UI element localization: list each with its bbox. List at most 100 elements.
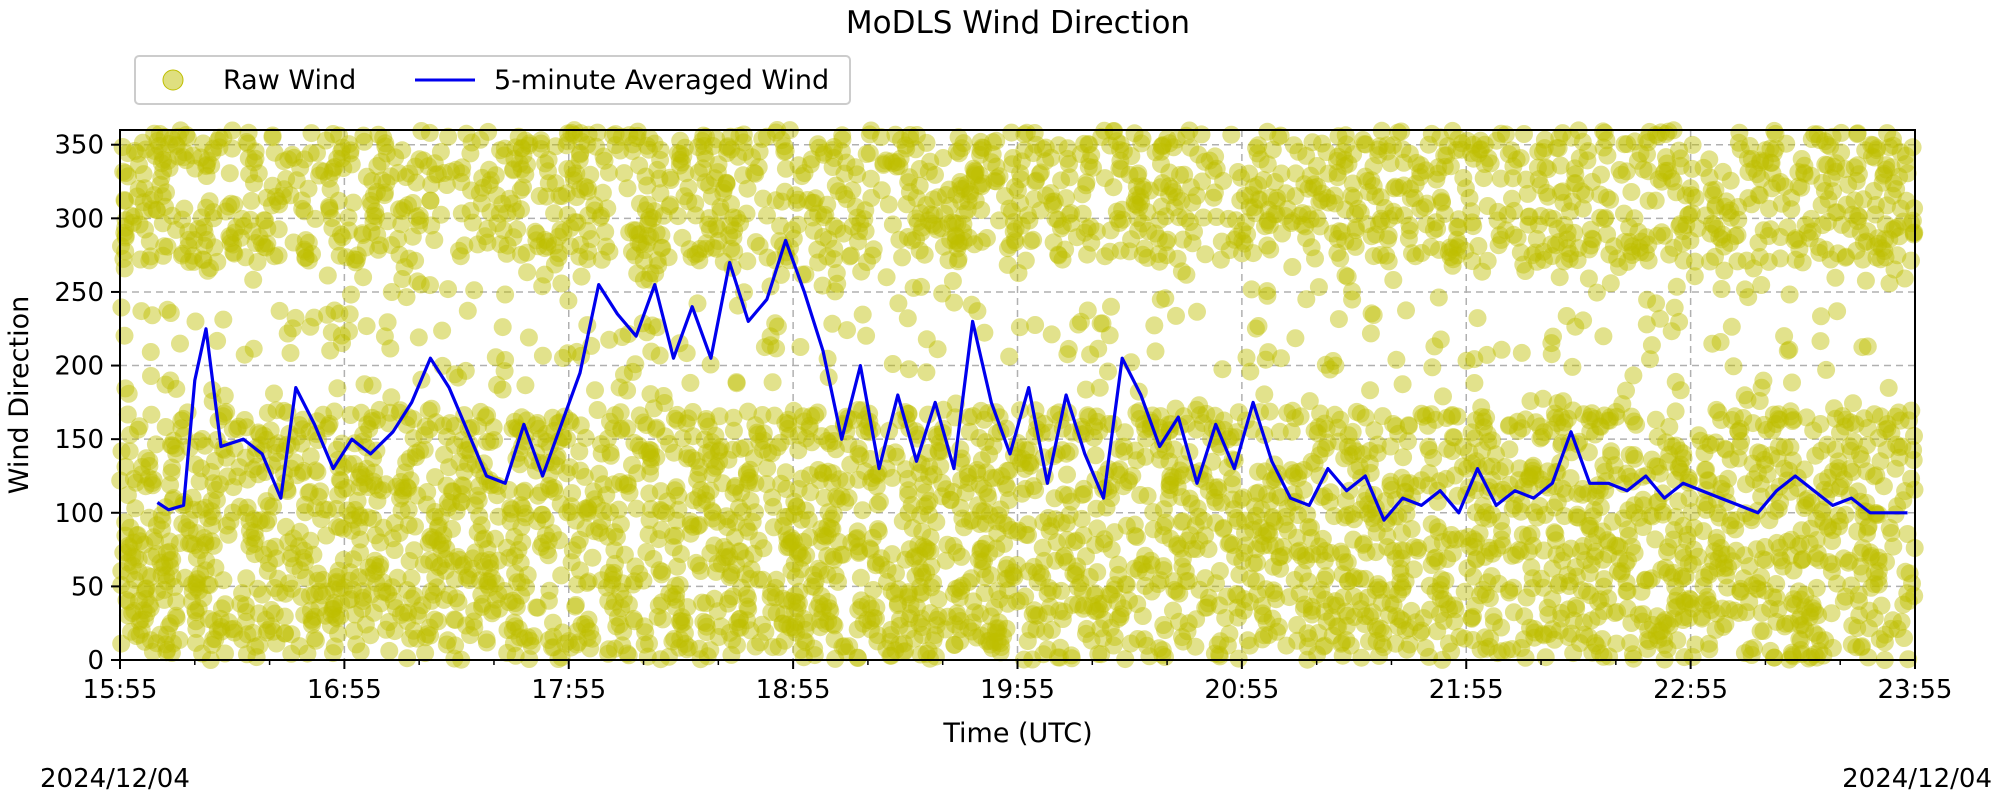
raw-wind-point — [756, 622, 775, 641]
raw-wind-point — [434, 526, 453, 544]
raw-wind-point — [1493, 522, 1512, 541]
raw-wind-point — [1850, 207, 1869, 226]
raw-wind-point — [305, 585, 324, 604]
raw-wind-point — [758, 459, 777, 477]
raw-wind-point — [670, 575, 689, 594]
raw-wind-point — [1676, 593, 1695, 612]
raw-wind-point — [224, 619, 243, 638]
raw-wind-point — [1795, 460, 1814, 479]
raw-wind-point — [362, 222, 381, 241]
raw-wind-point — [1244, 177, 1263, 196]
raw-wind-point — [1581, 586, 1600, 605]
raw-wind-point — [1187, 186, 1206, 205]
raw-wind-point — [665, 409, 684, 428]
raw-wind-point — [410, 216, 428, 235]
raw-wind-point — [121, 518, 140, 537]
raw-wind-point — [797, 429, 815, 448]
raw-wind-point — [578, 250, 597, 269]
raw-wind-point — [443, 482, 462, 501]
raw-wind-point — [882, 582, 901, 601]
raw-wind-point — [270, 195, 289, 214]
raw-wind-point — [1161, 529, 1180, 548]
raw-wind-point — [903, 519, 922, 537]
raw-wind-point — [204, 474, 223, 493]
raw-wind-point — [1697, 460, 1716, 479]
raw-wind-point — [717, 541, 736, 560]
raw-wind-point — [173, 514, 192, 533]
raw-wind-point — [445, 570, 464, 589]
raw-wind-point — [1715, 261, 1734, 280]
raw-wind-point — [518, 566, 537, 584]
raw-wind-point — [200, 192, 219, 211]
raw-wind-point — [981, 635, 1000, 654]
raw-wind-point — [1783, 412, 1802, 430]
raw-wind-point — [186, 633, 205, 652]
raw-wind-point — [1841, 219, 1860, 238]
raw-wind-point — [890, 616, 909, 635]
raw-wind-point — [1807, 648, 1826, 667]
raw-wind-point — [701, 481, 720, 500]
raw-wind-point — [1503, 640, 1522, 659]
raw-wind-point — [136, 220, 154, 239]
raw-wind-point — [1594, 456, 1613, 475]
raw-wind-point — [868, 632, 887, 651]
raw-wind-point — [558, 430, 577, 449]
raw-wind-point — [1425, 337, 1444, 356]
raw-wind-point — [126, 499, 145, 518]
raw-wind-point — [1764, 588, 1783, 607]
raw-wind-point — [1420, 464, 1439, 483]
raw-wind-point — [452, 204, 471, 223]
raw-wind-point — [1531, 470, 1550, 489]
raw-wind-point — [929, 188, 948, 207]
raw-wind-point — [506, 617, 525, 636]
raw-wind-point — [1498, 205, 1517, 224]
raw-wind-point — [510, 455, 529, 474]
raw-wind-point — [626, 557, 645, 576]
raw-wind-point — [1121, 634, 1140, 653]
raw-wind-point — [329, 624, 348, 643]
raw-wind-point — [135, 179, 154, 198]
raw-wind-point — [1335, 508, 1354, 527]
raw-wind-point — [1804, 421, 1823, 440]
raw-wind-point — [867, 477, 886, 496]
raw-wind-point — [1157, 246, 1176, 265]
raw-wind-point — [964, 407, 982, 426]
raw-wind-point — [812, 587, 831, 606]
raw-wind-point — [1394, 176, 1413, 195]
raw-wind-point — [638, 443, 657, 461]
raw-wind-point — [167, 137, 186, 155]
raw-wind-point — [1378, 538, 1397, 557]
raw-wind-point — [681, 524, 700, 543]
raw-wind-point — [666, 576, 685, 595]
raw-wind-point — [1491, 169, 1510, 188]
raw-wind-point — [947, 579, 965, 598]
raw-wind-point — [1715, 559, 1734, 578]
raw-wind-point — [815, 143, 834, 162]
raw-wind-point — [269, 220, 288, 239]
raw-wind-point — [1818, 435, 1837, 454]
raw-wind-point — [1840, 459, 1859, 478]
raw-wind-point — [261, 421, 280, 440]
raw-wind-point — [1397, 301, 1415, 320]
raw-wind-point — [1457, 351, 1476, 370]
raw-wind-point — [1642, 569, 1661, 588]
raw-wind-point — [1247, 484, 1265, 503]
raw-wind-point — [583, 548, 602, 567]
raw-wind-point — [882, 620, 901, 639]
raw-wind-point — [246, 234, 265, 252]
raw-wind-point — [1107, 202, 1126, 221]
raw-wind-point — [1904, 451, 1923, 469]
raw-wind-point — [1386, 490, 1405, 509]
raw-wind-point — [342, 521, 361, 540]
raw-wind-point — [889, 580, 908, 599]
raw-wind-point — [1397, 640, 1416, 659]
raw-wind-point — [1380, 605, 1399, 624]
raw-wind-point — [991, 634, 1010, 652]
raw-wind-point — [697, 617, 716, 636]
raw-wind-point — [1132, 555, 1151, 574]
raw-wind-point — [1173, 557, 1192, 576]
raw-wind-point — [738, 179, 757, 198]
raw-wind-point — [784, 531, 803, 550]
raw-wind-point — [851, 447, 870, 466]
raw-wind-point — [1400, 635, 1419, 654]
